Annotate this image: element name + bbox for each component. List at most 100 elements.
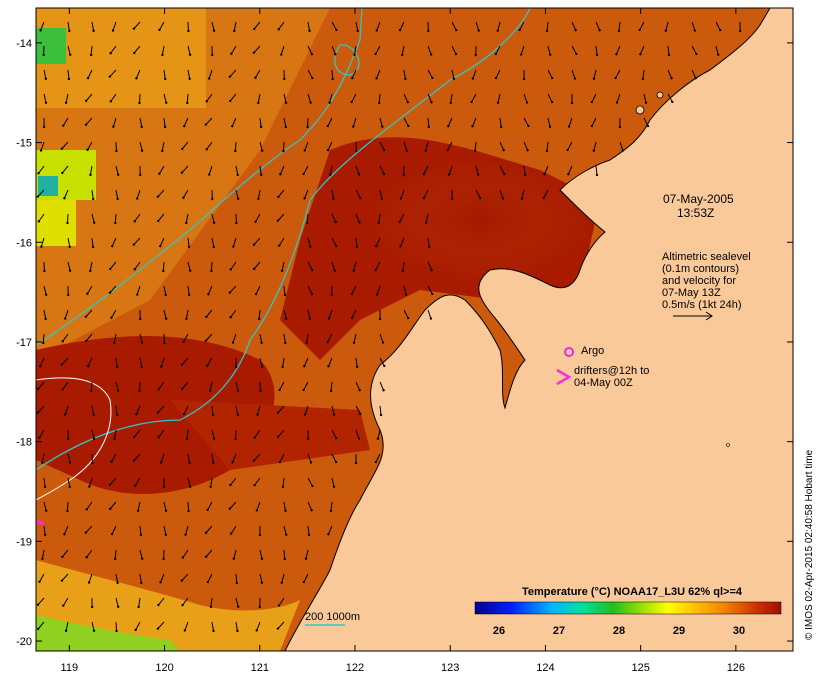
velocity-arrow-head: [117, 389, 120, 392]
velocity-arrow: [209, 381, 213, 391]
velocity-arrow: [111, 237, 117, 247]
velocity-arrow: [109, 477, 117, 486]
velocity-arrow: [450, 93, 453, 103]
velocity-arrow-head: [158, 28, 161, 32]
velocity-arrow-head: [66, 509, 69, 513]
velocity-arrow: [691, 45, 697, 55]
velocity-arrow: [353, 333, 357, 343]
velocity-arrow-head: [309, 101, 312, 104]
velocity-arrow-head: [478, 196, 482, 200]
velocity-arrow-head: [60, 363, 64, 366]
velocity-arrow-head: [188, 77, 191, 81]
velocity-arrow-head: [383, 364, 386, 368]
velocity-arrow-head: [42, 125, 46, 129]
velocity-arrow: [256, 501, 261, 511]
velocity-arrow: [280, 45, 285, 55]
velocity-arrow: [187, 477, 191, 487]
velocity-arrow-head: [133, 268, 136, 271]
velocity-arrow: [427, 117, 430, 128]
velocity-arrow: [355, 213, 360, 223]
altimetry-line-5: 0.5m/s (1kt 24h): [662, 299, 741, 311]
velocity-arrow: [425, 213, 429, 223]
velocity-arrow: [67, 453, 71, 463]
colorbar-tick-label: 30: [733, 625, 745, 637]
velocity-arrow: [259, 333, 263, 343]
velocity-arrow-head: [399, 197, 403, 200]
velocity-arrow-head: [185, 437, 189, 441]
velocity-arrow-head: [255, 509, 259, 512]
velocity-arrow-head: [592, 77, 596, 80]
velocity-arrow-head: [356, 29, 359, 33]
velocity-arrow: [451, 21, 457, 31]
velocity-arrow-head: [92, 197, 95, 201]
velocity-arrow-head: [180, 387, 184, 391]
velocity-arrow-head: [187, 509, 190, 513]
velocity-arrow: [232, 333, 237, 343]
velocity-arrow-head: [357, 173, 361, 176]
velocity-arrow: [303, 165, 309, 175]
velocity-arrow-head: [575, 52, 578, 56]
velocity-arrow-head: [404, 77, 407, 81]
velocity-arrow-head: [44, 317, 47, 321]
velocity-arrow: [277, 405, 285, 414]
velocity-arrow-head: [303, 149, 307, 152]
velocity-arrow: [256, 621, 261, 631]
velocity-arrow-head: [232, 557, 236, 560]
velocity-arrow: [571, 45, 577, 55]
velocity-arrow: [427, 261, 433, 271]
velocity-arrow: [138, 93, 141, 104]
velocity-arrow: [546, 21, 549, 32]
velocity-arrow: [87, 141, 93, 151]
velocity-arrow-head: [164, 77, 167, 81]
velocity-arrow: [134, 477, 141, 486]
velocity-arrow-head: [113, 437, 116, 441]
velocity-arrow: [211, 621, 214, 631]
velocity-arrow-head: [308, 29, 311, 33]
velocity-arrow: [375, 237, 381, 247]
velocity-arrow-head: [307, 533, 311, 537]
depth-contour-loop: [334, 44, 360, 76]
velocity-arrow-head: [141, 557, 144, 560]
velocity-arrow-head: [62, 124, 65, 127]
velocity-arrow: [355, 21, 359, 31]
velocity-arrow: [43, 525, 46, 535]
velocity-arrow: [304, 141, 309, 151]
velocity-arrow: [427, 285, 433, 295]
velocity-arrow: [61, 141, 69, 149]
velocity-arrow: [618, 21, 621, 31]
velocity-arrow: [253, 453, 261, 461]
velocity-arrow-head: [139, 317, 142, 321]
velocity-arrow: [181, 357, 189, 366]
velocity-arrow-head: [39, 29, 42, 32]
velocity-arrow: [163, 501, 167, 511]
velocity-arrow: [230, 309, 237, 318]
velocity-arrow-head: [310, 292, 314, 296]
velocity-arrow: [61, 573, 69, 581]
velocity-arrow: [376, 21, 381, 31]
colorbar: [474, 601, 782, 615]
velocity-arrow-head: [693, 29, 697, 32]
velocity-arrow-head: [39, 364, 42, 368]
velocity-arrow-head: [518, 28, 521, 32]
velocity-arrow-head: [638, 28, 641, 32]
velocity-arrow: [283, 285, 286, 296]
velocity-arrow-head: [310, 509, 313, 512]
velocity-arrow-head: [132, 243, 136, 246]
velocity-arrow: [162, 261, 165, 272]
depth-scale-label: 200 1000m: [305, 611, 360, 623]
velocity-arrow-head: [446, 148, 449, 152]
velocity-arrow-head: [109, 52, 112, 55]
velocity-arrow-head: [595, 53, 599, 57]
velocity-arrow-head: [157, 219, 160, 223]
velocity-arrow-head: [350, 100, 353, 104]
velocity-arrow-head: [375, 77, 378, 80]
velocity-arrow: [62, 381, 69, 390]
velocity-arrow-head: [427, 245, 431, 249]
velocity-arrow-head: [63, 533, 66, 536]
velocity-arrow: [353, 261, 357, 271]
velocity-arrow: [114, 549, 117, 560]
lon-tick-label: 119: [61, 662, 79, 674]
velocity-arrow-head: [181, 556, 185, 559]
velocity-arrow: [64, 405, 69, 415]
velocity-arrow-head: [68, 485, 71, 489]
